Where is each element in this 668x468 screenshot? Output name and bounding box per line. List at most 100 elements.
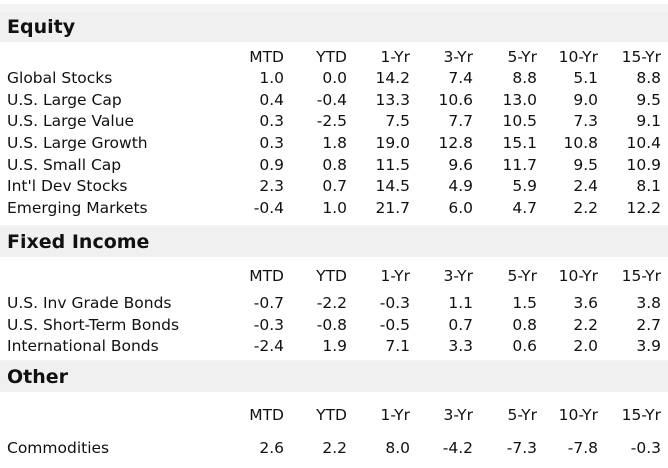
cell-3yr: 6.0 (448, 199, 473, 217)
cell-10yr: 9.0 (573, 91, 598, 109)
cell-15yr: 10.9 (626, 156, 661, 174)
column-header-row: MTD YTD 1-Yr 3-Yr 5-Yr 10-Yr 15-Yr (0, 404, 668, 426)
row-label: Int'l Dev Stocks (7, 177, 128, 195)
cell-15yr: 2.7 (636, 316, 661, 334)
cell-ytd: 1.9 (322, 337, 347, 355)
cell-ytd: -2.2 (316, 294, 347, 312)
cell-3yr: 4.9 (448, 177, 473, 195)
cell-5yr: 0.6 (512, 337, 537, 355)
cell-10yr: 5.1 (573, 69, 598, 87)
column-header-1yr: 1-Yr (380, 267, 410, 285)
cell-ytd: 0.0 (322, 69, 347, 87)
cell-3yr: 10.6 (438, 91, 473, 109)
table-row: Int'l Dev Stocks 2.3 0.7 14.5 4.9 5.9 2.… (0, 175, 668, 197)
cell-mtd: 0.3 (259, 134, 284, 152)
cell-15yr: 12.2 (626, 199, 661, 217)
table-row: Emerging Markets -0.4 1.0 21.7 6.0 4.7 2… (0, 197, 668, 219)
cell-5yr: 13.0 (502, 91, 537, 109)
cell-ytd: 0.8 (322, 156, 347, 174)
column-header-15yr: 15-Yr (621, 406, 661, 424)
column-header-mtd: MTD (249, 406, 284, 424)
cell-10yr: 10.8 (563, 134, 598, 152)
row-label: U.S. Inv Grade Bonds (7, 294, 172, 312)
cell-mtd: -2.4 (253, 337, 284, 355)
column-header-5yr: 5-Yr (507, 267, 537, 285)
cell-1yr: -0.3 (379, 294, 410, 312)
cell-mtd: 2.3 (259, 177, 284, 195)
cell-ytd: -2.5 (316, 112, 347, 130)
cell-1yr: 8.0 (385, 439, 410, 457)
column-header-10yr: 10-Yr (558, 406, 598, 424)
column-header-row: MTD YTD 1-Yr 3-Yr 5-Yr 10-Yr 15-Yr (0, 46, 668, 68)
table-row: U.S. Large Value 0.3 -2.5 7.5 7.7 10.5 7… (0, 110, 668, 132)
cell-1yr: 21.7 (375, 199, 410, 217)
cell-1yr: 14.5 (375, 177, 410, 195)
cell-5yr: 5.9 (512, 177, 537, 195)
table-row: U.S. Short-Term Bonds -0.3 -0.8 -0.5 0.7… (0, 314, 668, 336)
row-label: U.S. Short-Term Bonds (7, 316, 180, 334)
column-header-5yr: 5-Yr (507, 48, 537, 66)
row-label: U.S. Large Cap (7, 91, 122, 109)
cell-mtd: -0.7 (253, 294, 284, 312)
cell-mtd: 0.3 (259, 112, 284, 130)
section-body-equity: MTD YTD 1-Yr 3-Yr 5-Yr 10-Yr 15-Yr Globa… (0, 44, 668, 225)
column-header-mtd: MTD (249, 267, 284, 285)
cell-10yr: 2.2 (573, 199, 598, 217)
column-header-1yr: 1-Yr (380, 406, 410, 424)
cell-10yr: 2.4 (573, 177, 598, 195)
cell-1yr: 7.5 (385, 112, 410, 130)
cell-ytd: 0.7 (322, 177, 347, 195)
table-row: Global Stocks 1.0 0.0 14.2 7.4 8.8 5.1 8… (0, 67, 668, 89)
cell-ytd: -0.8 (316, 316, 347, 334)
table-row: Commodities 2.6 2.2 8.0 -4.2 -7.3 -7.8 -… (0, 437, 668, 459)
cell-3yr: 7.7 (448, 112, 473, 130)
cell-10yr: 2.2 (573, 316, 598, 334)
cell-3yr: 7.4 (448, 69, 473, 87)
cell-5yr: 11.7 (502, 156, 537, 174)
section-body-fixed-income: MTD YTD 1-Yr 3-Yr 5-Yr 10-Yr 15-Yr U.S. … (0, 259, 668, 360)
cell-5yr: 15.1 (502, 134, 537, 152)
cell-3yr: 3.3 (448, 337, 473, 355)
cell-1yr: 11.5 (375, 156, 410, 174)
cell-3yr: 9.6 (448, 156, 473, 174)
column-header-row: MTD YTD 1-Yr 3-Yr 5-Yr 10-Yr 15-Yr (0, 265, 668, 287)
row-label: Commodities (7, 439, 110, 457)
column-header-3yr: 3-Yr (443, 267, 473, 285)
column-header-5yr: 5-Yr (507, 406, 537, 424)
cell-5yr: 10.5 (502, 112, 537, 130)
column-header-ytd: YTD (316, 267, 347, 285)
cell-10yr: -7.8 (567, 439, 598, 457)
cell-10yr: 2.0 (573, 337, 598, 355)
table-row: U.S. Small Cap 0.9 0.8 11.5 9.6 11.7 9.5… (0, 154, 668, 176)
cell-5yr: -7.3 (506, 439, 537, 457)
section-title: Other (7, 366, 69, 388)
row-label: U.S. Large Growth (7, 134, 148, 152)
column-header-15yr: 15-Yr (621, 267, 661, 285)
row-label: Global Stocks (7, 69, 113, 87)
cell-mtd: -0.4 (253, 199, 284, 217)
cell-5yr: 1.5 (512, 294, 537, 312)
row-label: U.S. Small Cap (7, 156, 122, 174)
row-label: U.S. Large Value (7, 112, 135, 130)
cell-3yr: 0.7 (448, 316, 473, 334)
cell-mtd: 1.0 (259, 69, 284, 87)
column-header-mtd: MTD (249, 48, 284, 66)
column-header-15yr: 15-Yr (621, 48, 661, 66)
cell-3yr: -4.2 (442, 439, 473, 457)
cell-ytd: 1.8 (322, 134, 347, 152)
cell-ytd: 1.0 (322, 199, 347, 217)
cell-5yr: 8.8 (512, 69, 537, 87)
table-row: U.S. Large Cap 0.4 -0.4 13.3 10.6 13.0 9… (0, 89, 668, 111)
column-header-1yr: 1-Yr (380, 48, 410, 66)
cell-5yr: 4.7 (512, 199, 537, 217)
section-header-fixed-income: Fixed Income (0, 227, 668, 259)
cell-15yr: -0.3 (630, 439, 661, 457)
cell-15yr: 3.8 (636, 294, 661, 312)
cell-3yr: 1.1 (448, 294, 473, 312)
section-header-other: Other (0, 362, 668, 394)
column-header-3yr: 3-Yr (443, 48, 473, 66)
cell-ytd: -0.4 (316, 91, 347, 109)
cell-mtd: -0.3 (253, 316, 284, 334)
top-divider (0, 0, 668, 4)
